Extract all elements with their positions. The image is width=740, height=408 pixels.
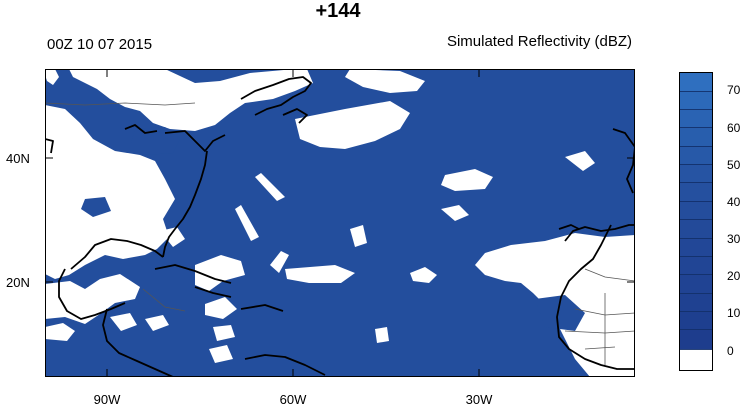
legend-tick-10: 10 (727, 306, 740, 320)
lat-label-40n: 40N (6, 151, 30, 166)
legend-tick-40: 40 (727, 195, 740, 209)
country-borders (45, 102, 635, 365)
legend-tick-30: 30 (727, 232, 740, 246)
echo-patches (81, 127, 585, 331)
coastlines (45, 76, 635, 377)
lat-label-20n: 20N (6, 275, 30, 290)
field-name-label: Simulated Reflectivity (dBZ) (446, 33, 632, 50)
legend-bands (679, 72, 713, 371)
legend-tick-60: 60 (727, 121, 740, 135)
axis-ticks (45, 69, 635, 377)
valid-time-label: 00Z 10 07 2015 (47, 36, 153, 53)
legend-tick-50: 50 (727, 158, 740, 172)
color-legend (679, 72, 713, 371)
legend-tick-20: 20 (727, 269, 740, 283)
lon-label-30w: 30W (465, 392, 493, 407)
legend-tick-70: 70 (727, 83, 740, 97)
reflectivity-map (45, 69, 635, 377)
forecast-hour-title: +144 (315, 0, 361, 22)
clear-areas (45, 69, 635, 377)
legend-tick-0: 0 (727, 344, 734, 358)
lon-label-60w: 60W (279, 392, 307, 407)
lon-label-90w: 90W (93, 392, 121, 407)
